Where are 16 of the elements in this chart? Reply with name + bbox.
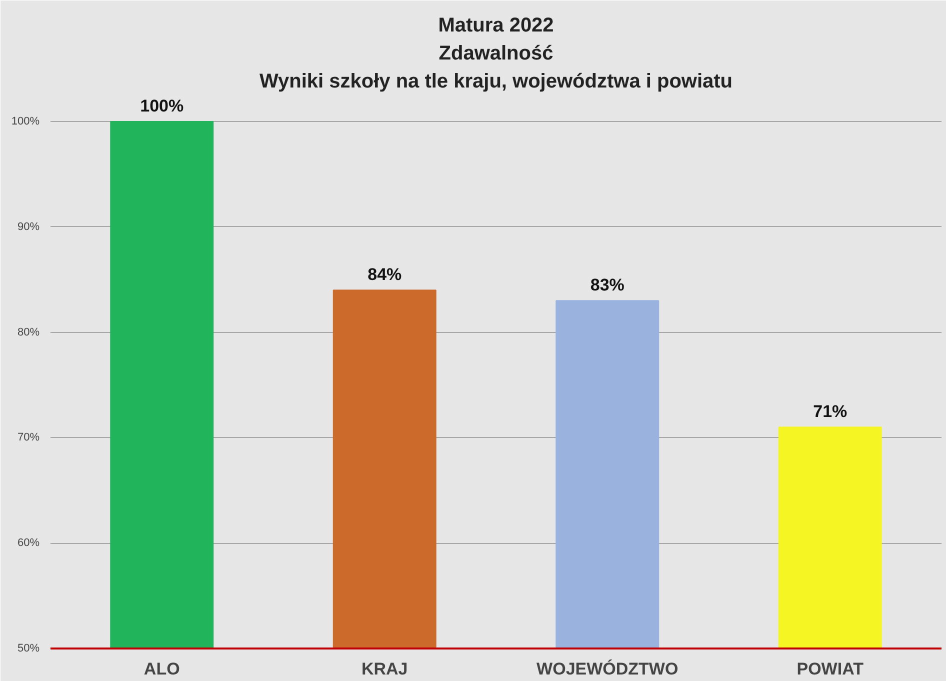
data-label: 83% [590, 276, 624, 295]
text: Matura 2022 [438, 14, 554, 36]
x-tick-label: ALO [144, 660, 180, 678]
y-tick-label: 90% [17, 220, 40, 233]
y-tick-label: 80% [17, 326, 40, 338]
data-label: 71% [813, 402, 848, 422]
y-tick-label: 60% [17, 537, 40, 550]
data-label: 84% [368, 265, 402, 284]
data-label: 100% [140, 96, 184, 116]
x-tick-label: WOJEWÓDZTWO [536, 658, 678, 678]
x-tick-label: KRAJ [361, 660, 408, 678]
y-tick-label: 100% [11, 115, 40, 128]
y-tick-label: 50% [17, 642, 40, 654]
text: Zdawalność Wyniki szkoły na tle kraju, województwa i powiatu [259, 42, 733, 92]
y-tick-label: 70% [17, 432, 40, 444]
x-tick-label: POWIAT [796, 660, 864, 678]
